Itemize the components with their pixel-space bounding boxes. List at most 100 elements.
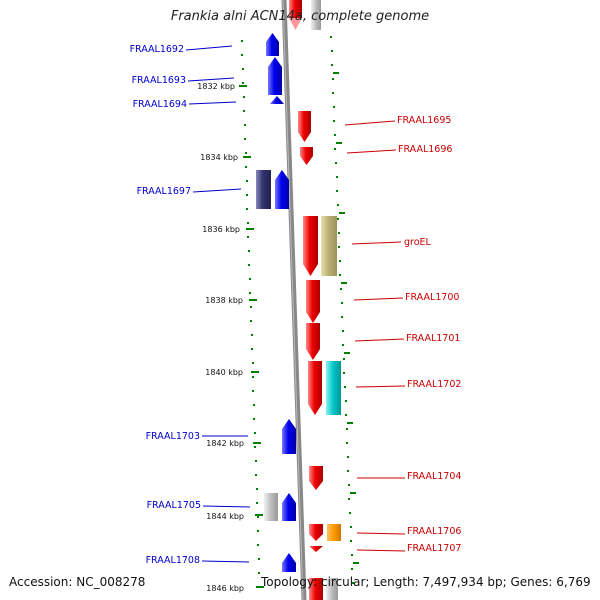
label-leader: [188, 101, 237, 105]
tick-dot: [330, 36, 332, 38]
scale-tick-label: 1846 kbp: [206, 584, 244, 593]
tick-dot: [332, 92, 334, 94]
gene-label-fraal1704[interactable]: FRAAL1704: [407, 471, 461, 482]
tick-dot: [343, 358, 345, 360]
gene-label-fraal1701[interactable]: FRAAL1701: [406, 333, 460, 344]
label-leader: [202, 505, 251, 508]
tick-dot: [342, 330, 344, 332]
scale-tick-label: 1842 kbp: [206, 439, 244, 448]
label-leader: [201, 560, 250, 563]
gene-label-fraal1692[interactable]: FRAAL1692: [130, 44, 184, 55]
tick-dot: [351, 568, 353, 570]
tick-dots: [241, 36, 359, 588]
tick-dot: [339, 212, 345, 214]
gene-label-fraal1696[interactable]: FRAAL1696: [398, 144, 452, 155]
scale-tick-label: 1834 kbp: [200, 153, 238, 162]
gene-arrow: [282, 553, 296, 572]
tick-dot: [242, 82, 244, 84]
tick-dot: [250, 306, 252, 308]
tick-dot: [350, 492, 356, 494]
label-leader: [353, 297, 404, 301]
gene-arrow: [326, 361, 341, 415]
tick-dot: [338, 246, 340, 248]
tick-dot: [252, 390, 254, 392]
tick-dot: [254, 432, 256, 434]
gene-label-fraal1705[interactable]: FRAAL1705: [147, 500, 201, 511]
gene-arrow: [306, 280, 320, 323]
gene-label-fraal1703[interactable]: FRAAL1703: [146, 431, 200, 442]
tick-dot: [339, 274, 341, 276]
gene-label-fraal1697[interactable]: FRAAL1697: [137, 186, 191, 197]
tick-dot: [342, 344, 344, 346]
gene-label-fraal1707[interactable]: FRAAL1707: [407, 543, 461, 554]
tick-dot: [350, 526, 352, 528]
gene-label-fraal1702[interactable]: FRAAL1702: [407, 379, 461, 390]
tick-dot: [349, 512, 351, 514]
gene-arrow: [326, 578, 338, 600]
label-leader: [187, 77, 235, 82]
gene-arrow: [264, 493, 278, 521]
label-leader: [351, 241, 402, 245]
gene-arrow: [309, 546, 323, 552]
tick-dot: [346, 442, 348, 444]
tick-dot: [341, 302, 343, 304]
gene-label-fraal1694[interactable]: FRAAL1694: [133, 99, 187, 110]
scale-ticks: 1832 kbp 1834 kbp 1836 kbp 1838 kbp 1840…: [197, 82, 264, 593]
tick-dot: [336, 176, 338, 178]
tick-dot: [332, 78, 334, 80]
tick-dot: [258, 558, 260, 560]
gene-label-fraal1700[interactable]: FRAAL1700: [405, 292, 459, 303]
tick-dot: [254, 446, 256, 448]
tick-dot: [245, 152, 247, 154]
scale-tick-label: 1844 kbp: [206, 512, 244, 521]
gene-label-groel[interactable]: groEL: [404, 237, 432, 248]
label-leader: [356, 549, 406, 552]
gene-arrow: [282, 419, 296, 454]
tick-dot: [353, 562, 359, 564]
tick-dot: [339, 260, 341, 262]
tick-dot: [252, 376, 254, 378]
tick-dot: [255, 460, 257, 462]
tick-dot: [247, 222, 249, 224]
tick-dot: [333, 120, 335, 122]
gene-arrow: [266, 33, 279, 56]
gene-label-fraal1693[interactable]: FRAAL1693: [132, 75, 186, 86]
tick-dot: [252, 362, 254, 364]
gene-arrow: [308, 361, 322, 415]
map-title: Frankia alni ACN14a, complete genome: [170, 9, 430, 24]
gene-label-fraal1706[interactable]: FRAAL1706: [407, 526, 461, 537]
tick-dot: [251, 348, 253, 350]
tick-dot: [249, 292, 251, 294]
gene-label-fraal1695[interactable]: FRAAL1695: [397, 115, 451, 126]
gene-arrow: [306, 323, 320, 360]
tick-dot: [244, 138, 246, 140]
tick-dot: [243, 110, 245, 112]
gene-arrow: [270, 96, 284, 104]
label-leader: [192, 188, 242, 193]
gene-arrow: [289, 0, 302, 18]
gene-arrow: [298, 111, 311, 142]
tick-dot: [248, 250, 250, 252]
label-leader: [344, 120, 396, 126]
tick-dot: [336, 142, 342, 144]
tick-dot: [347, 422, 353, 424]
tick-dot: [256, 502, 258, 504]
tick-dot: [249, 278, 251, 280]
tick-dot: [348, 484, 350, 486]
gene-arrow: [321, 216, 337, 276]
gene-arrow: [327, 524, 341, 541]
tick-dot: [242, 68, 244, 70]
gene-label-fraal1708[interactable]: FRAAL1708: [146, 555, 200, 566]
tick-dot: [255, 474, 257, 476]
tick-dot: [331, 64, 333, 66]
tick-dot: [352, 582, 354, 584]
tick-dot: [344, 352, 350, 354]
tick-dot: [246, 194, 248, 196]
tick-dot: [331, 50, 333, 52]
plus-strand-labels: FRAAL1695 FRAAL1696 groEL FRAAL1700 FRAA…: [344, 115, 461, 554]
tick-dot: [333, 106, 335, 108]
tick-dot: [257, 516, 259, 518]
gene-features: [256, 0, 341, 600]
scale-tick-label: 1838 kbp: [205, 296, 243, 305]
